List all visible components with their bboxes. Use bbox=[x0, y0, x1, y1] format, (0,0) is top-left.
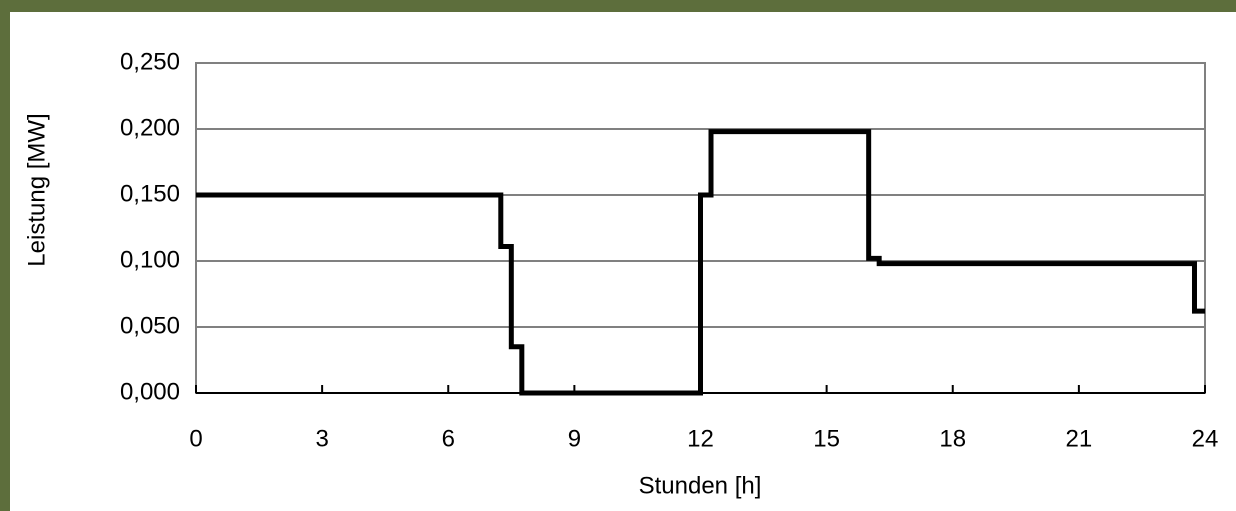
x-axis-title: Stunden [h] bbox=[639, 472, 762, 499]
data-line bbox=[196, 129, 1205, 396]
x-tick-label: 9 bbox=[568, 425, 581, 452]
y-axis-title: Leistung [MW] bbox=[23, 113, 50, 266]
x-tick-label: 0 bbox=[189, 425, 202, 452]
y-tick-label: 0,250 bbox=[120, 48, 180, 75]
x-tick-label: 6 bbox=[442, 425, 455, 452]
x-tick-label: 3 bbox=[315, 425, 328, 452]
x-tick-label: 24 bbox=[1192, 425, 1219, 452]
x-tick-label: 15 bbox=[813, 425, 840, 452]
x-tick-label: 18 bbox=[939, 425, 966, 452]
y-tick-label: 0,100 bbox=[120, 246, 180, 273]
x-tick-label: 12 bbox=[687, 425, 714, 452]
x-tick-label: 21 bbox=[1066, 425, 1093, 452]
y-tick-label: 0,050 bbox=[120, 312, 180, 339]
y-tick-label: 0,200 bbox=[120, 114, 180, 141]
y-tick-label: 0,000 bbox=[120, 378, 180, 405]
y-tick-label: 0,150 bbox=[120, 180, 180, 207]
